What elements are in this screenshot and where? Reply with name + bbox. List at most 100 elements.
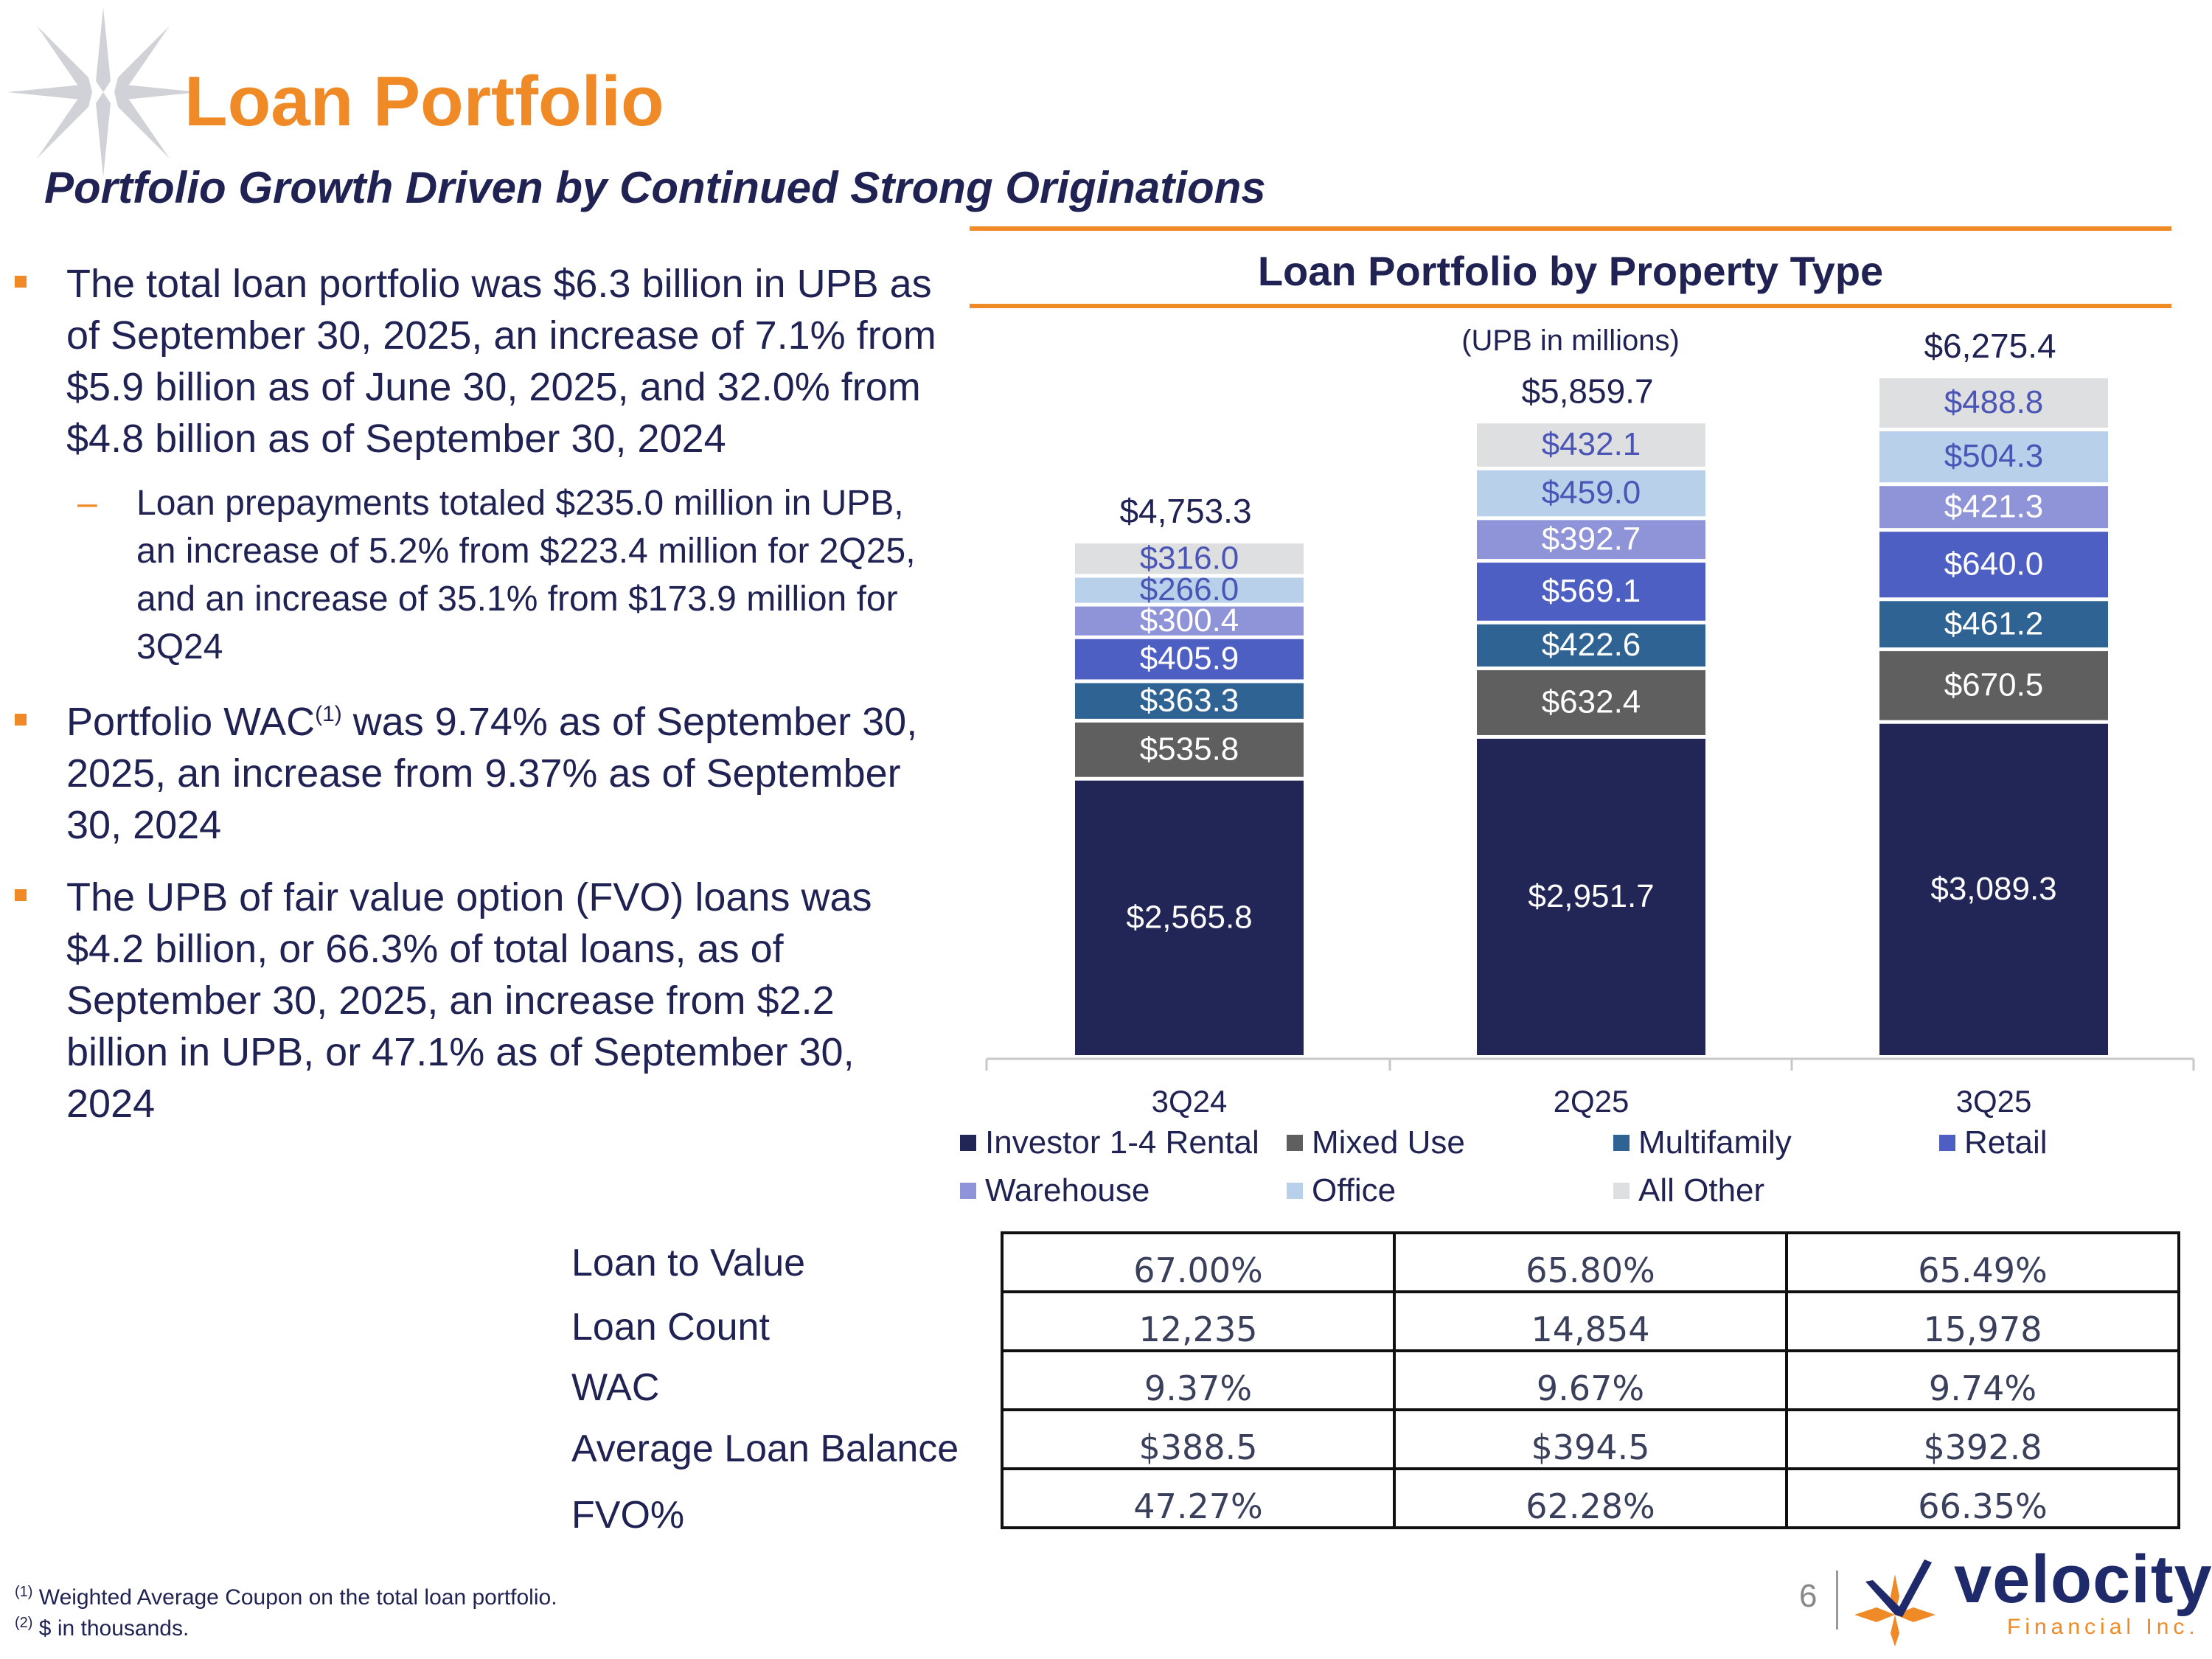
table-row: 12,235 14,854 15,978: [1001, 1290, 2180, 1352]
legend-label: Mixed Use: [1312, 1124, 1465, 1161]
table-cell: 66.35%: [1785, 1467, 2180, 1529]
sub-bullet-text: Loan prepayments totaled $235.0 million …: [136, 484, 916, 667]
chart-rule-top: [970, 226, 2171, 231]
bar-data-label: $488.8: [1944, 384, 2044, 420]
bar-data-label: $670.5: [1944, 667, 2044, 703]
bar-data-label: $300.4: [1140, 602, 1239, 639]
bar-segment-3q25-4: [1879, 486, 2108, 529]
bar-total-label: $4,753.3: [1119, 492, 1251, 530]
bar-segment-3q24-5: [1075, 577, 1304, 603]
table-row: 9.37% 9.67% 9.74%: [1001, 1349, 2180, 1411]
footnote-mark: (1): [15, 1584, 33, 1600]
bar-data-label: $363.3: [1140, 682, 1239, 718]
bar-data-label: $632.4: [1542, 684, 1641, 720]
bullet-marker: [15, 714, 27, 726]
bar-total-label: $5,859.7: [1521, 372, 1653, 410]
bar-segment-2q25-6: [1477, 423, 1705, 467]
bar-data-label: $266.0: [1140, 571, 1239, 608]
bar-segment-2q25-2: [1477, 624, 1705, 667]
table-cell: $394.5: [1393, 1408, 1788, 1470]
logo-wordmark: velocity: [1954, 1542, 2212, 1617]
bar-data-label: $432.1: [1542, 426, 1641, 462]
table-cell: 65.80%: [1393, 1231, 1788, 1293]
legend-all-other: All Other: [1613, 1172, 1764, 1209]
table-cell: $392.8: [1785, 1408, 2180, 1470]
chart-units-note: (UPB in millions): [1461, 324, 1680, 357]
legend-swatch: [960, 1135, 976, 1151]
x-tick-label: 2Q25: [1554, 1084, 1630, 1119]
bar-total-label: $6,275.4: [1924, 327, 2056, 365]
footnote-text: $ in thousands.: [38, 1616, 189, 1641]
compass-star-icon: [7, 7, 199, 177]
chart-title: Loan Portfolio by Property Type: [1257, 248, 1884, 294]
table-cell: 67.00%: [1001, 1231, 1396, 1293]
metric-label-loan-count: Loan Count: [571, 1306, 770, 1349]
footnote-1: (1) Weighted Average Coupon on the total…: [15, 1585, 557, 1610]
page-subtitle: Portfolio Growth Driven by Continued Str…: [44, 163, 1266, 212]
table-cell: 65.49%: [1785, 1231, 2180, 1293]
x-axis-ticks: 3Q24 2Q25 3Q25: [985, 1059, 2195, 1119]
legend-label: Warehouse: [985, 1172, 1150, 1208]
footnote-text: Weighted Average Coupon on the total loa…: [38, 1585, 557, 1610]
legend-mixed-use: Mixed Use: [1287, 1124, 1465, 1161]
sub-bullet-prepayments: – Loan prepayments totaled $235.0 millio…: [15, 479, 944, 671]
legend-office: Office: [1287, 1172, 1396, 1209]
table-cell: 12,235: [1001, 1290, 1396, 1352]
table-cell: $388.5: [1001, 1408, 1396, 1470]
bullet-text: The total loan portfolio was $6.3 billio…: [66, 262, 936, 461]
bar-group: $2,565.8$535.8$363.3$405.9$300.4$266.0$3…: [1075, 327, 2108, 1055]
bar-data-label: $422.6: [1542, 627, 1641, 663]
bar-segment-2q25-5: [1477, 470, 1705, 517]
bullet-list: The total loan portfolio was $6.3 billio…: [15, 258, 944, 1150]
bullet-text-pre: Portfolio WAC: [66, 700, 316, 744]
legend-label: Retail: [1964, 1124, 2048, 1161]
bullet-marker: [15, 889, 27, 901]
table-cell: 47.27%: [1001, 1467, 1396, 1529]
metric-label-avg-balance: Average Loan Balance: [571, 1427, 959, 1470]
divider: [1836, 1571, 1838, 1630]
bullet-portfolio-size: The total loan portfolio was $6.3 billio…: [15, 258, 944, 465]
metric-label-fvo: FVO%: [571, 1494, 685, 1537]
bullet-marker: [15, 276, 27, 288]
bar-segment-2q25-1: [1477, 669, 1705, 735]
bar-segment-3q24-4: [1075, 606, 1304, 636]
table-cell: 15,978: [1785, 1290, 2180, 1352]
footnote-ref: (1): [315, 702, 342, 726]
page-title: Loan Portfolio: [184, 62, 664, 141]
x-tick-label: 3Q25: [1956, 1084, 2032, 1119]
chart-rule-bottom: [970, 304, 2171, 308]
legend-swatch: [1287, 1135, 1303, 1151]
bar-segment-3q24-6: [1075, 543, 1304, 574]
table-row: 67.00% 65.80% 65.49%: [1001, 1231, 2180, 1293]
legend-multifamily: Multifamily: [1613, 1124, 1792, 1161]
legend-swatch: [1287, 1183, 1303, 1199]
bar-data-label: $405.9: [1140, 641, 1239, 677]
bar-segment-2q25-3: [1477, 563, 1705, 621]
legend-label: Multifamily: [1638, 1124, 1792, 1161]
bar-data-label: $2,951.7: [1528, 878, 1654, 914]
table-cell: 9.74%: [1785, 1349, 2180, 1411]
table-row: $388.5 $394.5 $392.8: [1001, 1408, 2180, 1470]
bar-data-label: $392.7: [1542, 521, 1641, 557]
legend-investor-rental: Investor 1-4 Rental: [960, 1124, 1259, 1161]
table-cell: 9.37%: [1001, 1349, 1396, 1411]
footnote-mark: (2): [15, 1615, 33, 1631]
legend-swatch: [960, 1183, 976, 1199]
table-cell: 14,854: [1393, 1290, 1788, 1352]
bar-data-label: $535.8: [1140, 731, 1239, 767]
bar-data-label: $316.0: [1140, 540, 1239, 576]
bullet-text-post: was 9.74% as of September 30, 2025, an i…: [66, 700, 918, 847]
metric-label-wac: WAC: [571, 1366, 660, 1409]
bar-segment-3q24-1: [1075, 722, 1304, 777]
bar-data-label: $569.1: [1542, 573, 1641, 609]
velocity-logo-icon: [1854, 1559, 1935, 1646]
legend-label: Investor 1-4 Rental: [985, 1124, 1259, 1161]
metric-label-ltv: Loan to Value: [571, 1242, 806, 1284]
legend-label: All Other: [1638, 1172, 1765, 1208]
legend-swatch: [1613, 1135, 1630, 1151]
legend-swatch: [1613, 1183, 1630, 1199]
bar-segment-3q24-3: [1075, 639, 1304, 680]
footnote-2: (2) $ in thousands.: [15, 1615, 189, 1641]
logo-tagline: Financial Inc.: [2007, 1615, 2199, 1639]
table-cell: 9.67%: [1393, 1349, 1788, 1411]
